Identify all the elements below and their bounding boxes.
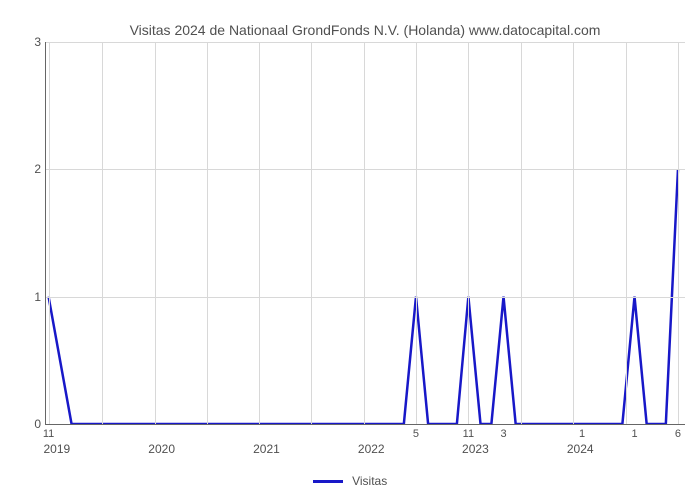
x-month-label: 1 [579, 428, 585, 440]
y-tick-label: 3 [21, 35, 41, 49]
y-tick-label: 0 [21, 417, 41, 431]
x-year-label: 2020 [148, 442, 175, 456]
legend: Visitas [0, 474, 700, 488]
x-year-label: 2021 [253, 442, 280, 456]
x-year-label: 2023 [462, 442, 489, 456]
data-line [46, 42, 685, 424]
x-month-label: 11 [43, 428, 54, 440]
x-month-label: 6 [675, 428, 681, 440]
chart-container: Visitas 2024 de Nationaal GrondFonds N.V… [45, 20, 685, 425]
legend-label: Visitas [352, 474, 387, 488]
chart-title: Visitas 2024 de Nationaal GrondFonds N.V… [45, 22, 685, 38]
x-year-label: 2024 [567, 442, 594, 456]
legend-swatch [313, 480, 343, 483]
y-tick-label: 1 [21, 290, 41, 304]
x-month-label: 5 [413, 428, 419, 440]
plot-area: 0123201920202021202220232024115113116 [45, 42, 685, 425]
x-year-label: 2022 [358, 442, 385, 456]
x-year-label: 2019 [44, 442, 71, 456]
x-month-label: 1 [631, 428, 637, 440]
x-month-label: 3 [500, 428, 506, 440]
x-month-label: 11 [463, 428, 474, 440]
y-tick-label: 2 [21, 162, 41, 176]
